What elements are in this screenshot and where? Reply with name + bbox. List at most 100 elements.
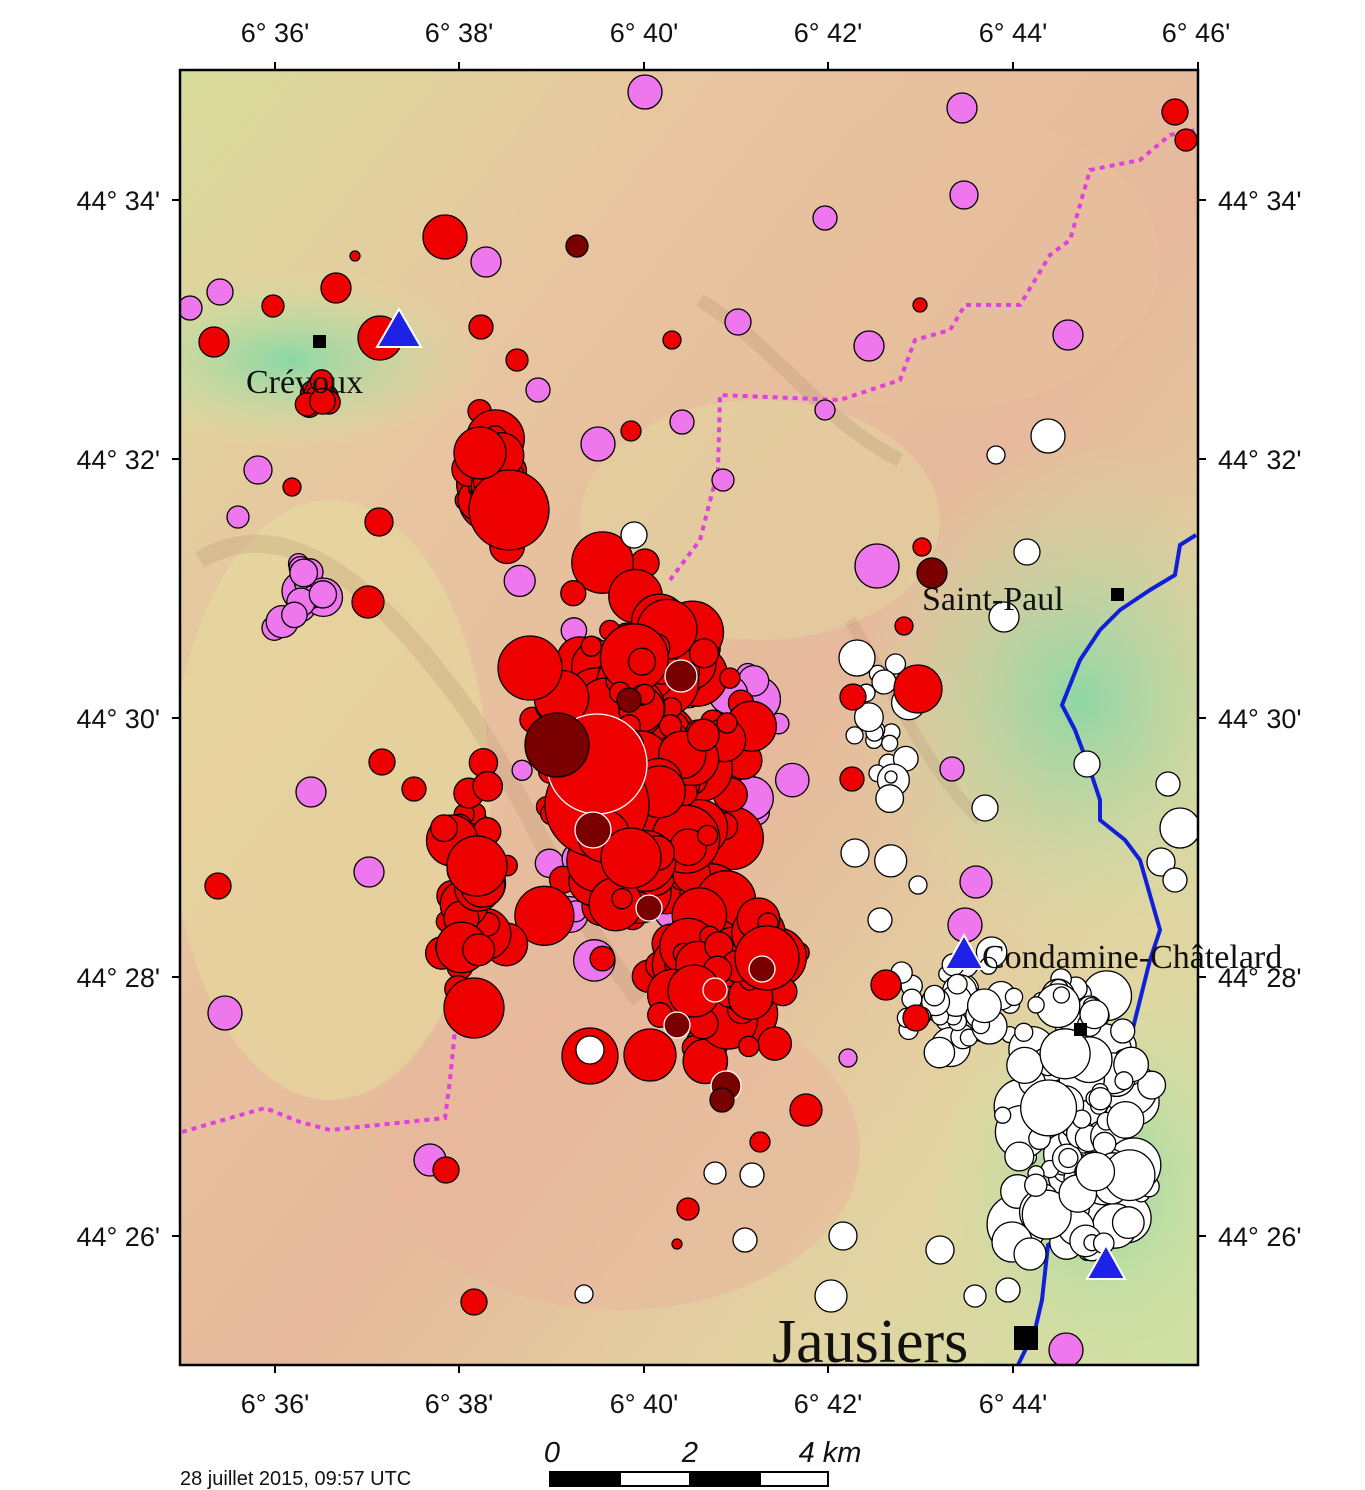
earthquake-event bbox=[524, 712, 590, 778]
earthquake-event bbox=[422, 214, 468, 260]
earthquake-event bbox=[686, 718, 720, 752]
lat-tick-label-right: 44° 34' bbox=[1218, 186, 1302, 216]
earthquake-event bbox=[1004, 987, 1024, 1007]
earthquake-event bbox=[620, 521, 648, 549]
earthquake-event bbox=[828, 1221, 858, 1251]
earthquake-event bbox=[1137, 1070, 1167, 1100]
earthquake-event bbox=[261, 294, 285, 318]
earthquake-event bbox=[986, 445, 1006, 465]
scale-label: 4 km bbox=[799, 1437, 862, 1469]
earthquake-event bbox=[845, 726, 864, 745]
earthquake-event bbox=[812, 205, 838, 231]
earthquake-event bbox=[1073, 750, 1101, 778]
earthquake-event bbox=[662, 330, 682, 350]
lon-tick-label-top: 6° 40' bbox=[610, 18, 679, 48]
earthquake-event bbox=[620, 420, 642, 442]
earthquake-event bbox=[565, 234, 589, 258]
earthquake-event bbox=[853, 330, 885, 362]
earthquake-event bbox=[460, 1288, 488, 1316]
earthquake-event bbox=[289, 558, 319, 588]
lon-tick-label-bottom: 6° 36' bbox=[241, 1389, 310, 1419]
earthquake-event bbox=[881, 734, 899, 752]
earthquake-event bbox=[514, 885, 575, 946]
earthquake-event bbox=[702, 977, 728, 1003]
earthquake-event bbox=[884, 653, 907, 675]
earthquake-event bbox=[1075, 1151, 1116, 1192]
earthquake-event bbox=[243, 455, 273, 485]
earthquake-event bbox=[838, 1048, 858, 1068]
lat-tick-label-right: 44° 30' bbox=[1218, 704, 1302, 734]
earthquake-event bbox=[320, 272, 352, 304]
lon-tick-label-bottom: 6° 38' bbox=[425, 1389, 494, 1419]
earthquake-event bbox=[749, 1131, 771, 1153]
earthquake-event bbox=[916, 557, 948, 589]
earthquake-event bbox=[1024, 1173, 1048, 1197]
earthquake-event bbox=[1052, 986, 1071, 1004]
lat-tick-label-right: 44° 32' bbox=[1218, 445, 1302, 475]
earthquake-event bbox=[353, 856, 385, 888]
earthquake-event bbox=[468, 469, 550, 551]
earthquake-event bbox=[207, 995, 243, 1031]
scale-bar bbox=[549, 1471, 829, 1487]
lon-tick-label-top: 6° 46' bbox=[1162, 18, 1231, 48]
earthquake-event bbox=[875, 784, 905, 814]
place-label-crevoux: Crévoux bbox=[246, 364, 363, 401]
earthquake-event bbox=[663, 1011, 691, 1039]
lon-tick-label-top: 6° 44' bbox=[979, 18, 1048, 48]
frame-ticks bbox=[172, 62, 1206, 1373]
earthquake-event bbox=[669, 409, 695, 435]
earthquake-event bbox=[902, 1004, 930, 1032]
earthquake-event bbox=[1114, 1071, 1134, 1091]
earthquake-event bbox=[470, 246, 502, 278]
earthquake-event bbox=[1146, 847, 1176, 877]
earthquake-event bbox=[988, 601, 1020, 633]
earthquake-event bbox=[600, 827, 662, 889]
earthquake-event bbox=[349, 250, 361, 262]
earthquake-event bbox=[1159, 807, 1198, 849]
earthquake-event bbox=[580, 635, 602, 657]
earthquake-event bbox=[627, 647, 657, 676]
village-marker-crevoux bbox=[313, 335, 326, 348]
earthquake-event bbox=[1039, 1028, 1091, 1080]
earthquake-event bbox=[1155, 771, 1181, 797]
earthquake-event bbox=[580, 426, 616, 462]
earthquake-event bbox=[664, 659, 698, 693]
lon-tick-label-bottom: 6° 44' bbox=[979, 1389, 1048, 1419]
earthquake-event bbox=[468, 314, 494, 340]
earthquake-event bbox=[923, 984, 946, 1007]
earthquake-event bbox=[505, 348, 529, 372]
earthquake-event bbox=[1021, 1189, 1072, 1240]
earthquake-event bbox=[1110, 1018, 1136, 1044]
earthquake-event bbox=[840, 838, 870, 868]
earthquake-event bbox=[1088, 1086, 1113, 1111]
earthquake-event bbox=[724, 308, 752, 336]
lat-tick-label-left: 44° 28' bbox=[76, 963, 160, 993]
earthquake-event bbox=[703, 1161, 727, 1185]
earthquake-event bbox=[525, 377, 551, 403]
earthquake-event bbox=[282, 477, 302, 497]
earthquake-event bbox=[574, 1284, 594, 1304]
earthquake-event bbox=[1162, 867, 1188, 893]
earthquake-event bbox=[308, 580, 338, 609]
station-icon bbox=[943, 932, 985, 970]
earthquake-event bbox=[839, 766, 865, 792]
lon-tick-label-top: 6° 38' bbox=[425, 18, 494, 48]
earthquake-event bbox=[894, 616, 914, 636]
earthquake-event bbox=[1004, 1141, 1035, 1172]
earthquake-event bbox=[732, 1227, 758, 1253]
earthquake-event bbox=[893, 664, 943, 714]
earthquake-event bbox=[871, 669, 897, 695]
earthquake-event bbox=[963, 1284, 987, 1308]
lat-tick-label-right: 44° 28' bbox=[1218, 963, 1302, 993]
earthquake-event bbox=[1048, 1332, 1084, 1365]
earthquake-event bbox=[994, 1106, 1012, 1124]
place-label-saint-paul: Saint-Paul bbox=[922, 581, 1064, 618]
earthquake-event bbox=[757, 1026, 793, 1061]
earthquake-event bbox=[1027, 996, 1045, 1014]
earthquake-event bbox=[611, 887, 633, 910]
earthquake-events bbox=[180, 74, 1198, 1365]
earthquake-event bbox=[853, 702, 884, 733]
earthquake-event bbox=[401, 776, 427, 802]
village-marker-condamine bbox=[1074, 1023, 1087, 1036]
station-icon bbox=[1085, 1242, 1127, 1280]
